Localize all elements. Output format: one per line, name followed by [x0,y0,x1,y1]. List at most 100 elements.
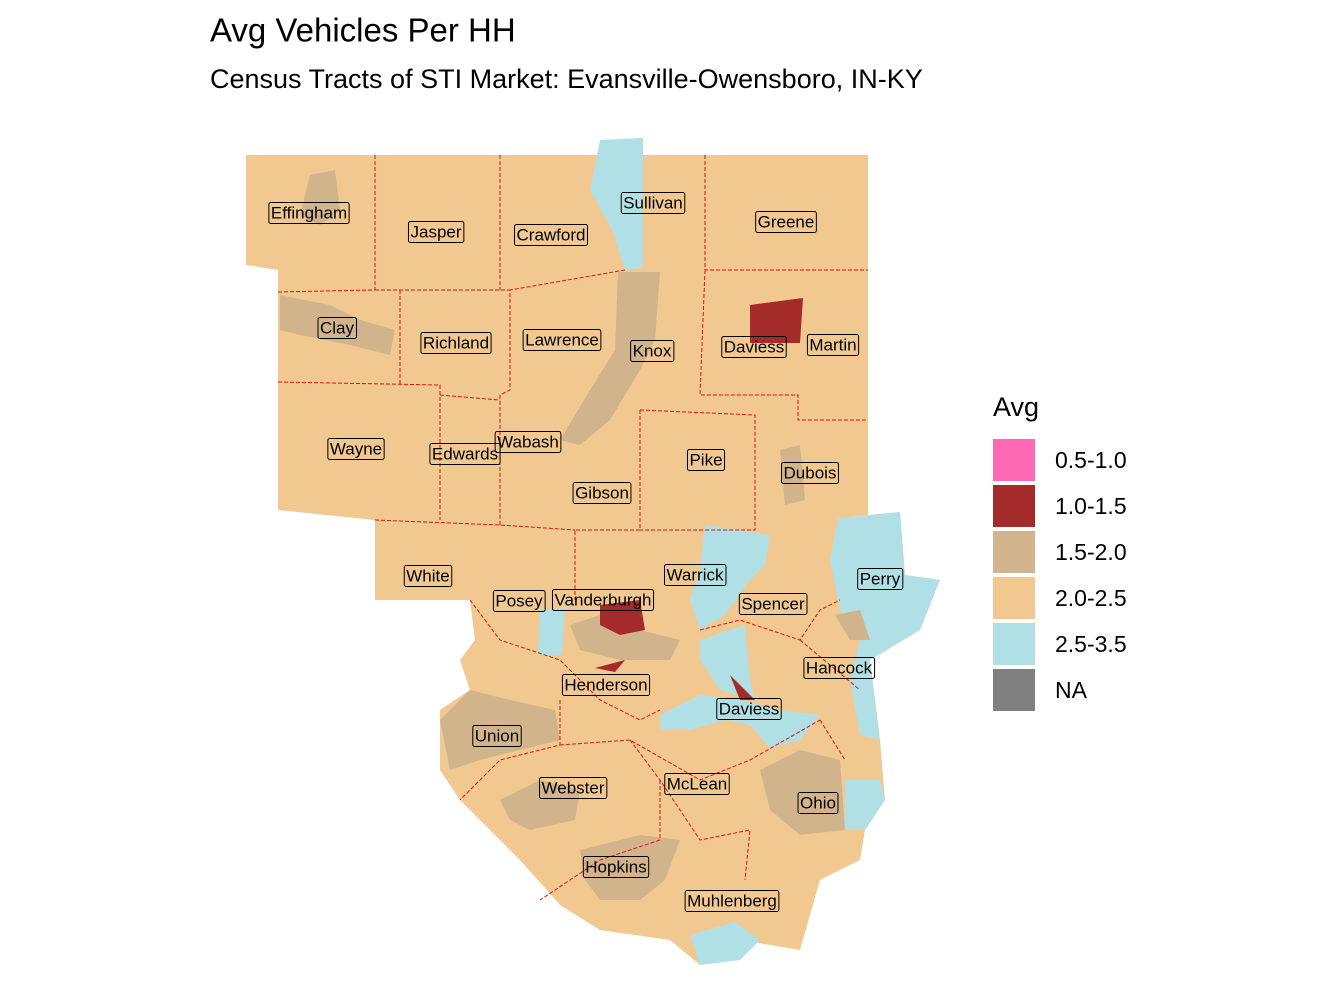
county-label: Wayne [330,439,382,458]
county-label: Spencer [741,594,805,613]
tract-patch [580,835,680,900]
county-label-box [268,201,350,224]
tract-patch [280,295,395,355]
county-label: Lawrence [525,330,599,349]
tract-patch [730,675,755,700]
county-label-box [686,448,726,471]
legend-title: Avg [993,392,1039,422]
county-label-box [572,481,632,504]
tract-patch [538,608,565,655]
legend: Avg 0.5-1.0 1.0-1.5 1.5-2.0 2.0-2.5 2.5-3.5 N… [993,392,1127,711]
county-label: Greene [758,212,815,231]
county-label: White [406,566,449,585]
tract-patch [300,170,340,225]
title: Avg Vehicles Per HH [210,12,516,49]
county-label-box [781,461,839,484]
tract-patch [690,922,760,965]
county-label: Hancock [806,658,873,677]
county-label-box [806,333,860,356]
legend-label: 2.5-3.5 [1055,631,1127,657]
county-label-box [664,772,730,795]
county-label-box [429,442,501,465]
county-label: Jasper [410,222,461,241]
county-label: Daviess [724,337,784,356]
tract-patch [845,780,885,830]
county-label: Martin [809,335,856,354]
county-label: Sullivan [623,193,683,212]
county-label-box [407,220,465,243]
county-label-box [514,223,588,246]
tract-patch [600,600,645,635]
county-label: Henderson [564,675,647,694]
tract-patch [570,615,680,660]
tract-patch [690,525,770,630]
legend-swatch [993,531,1035,573]
county-label: Hopkins [585,857,646,876]
county-label-box [797,791,839,814]
county-label: Webster [542,778,605,797]
tract-patch [500,780,580,830]
tract-patch [440,690,560,770]
legend-swatch [993,623,1035,665]
county-label: Dubois [784,463,837,482]
county-label: Gibson [575,483,629,502]
legend-label: 1.0-1.5 [1055,493,1127,519]
county-label: Union [475,726,519,745]
county-label: Perry [860,569,901,588]
legend-swatch [993,485,1035,527]
county-label-box [803,656,876,679]
county-label-box [403,564,453,587]
county-line [277,155,868,901]
county-label-box [630,339,675,362]
county-label-box [522,328,602,351]
region [246,138,940,965]
county-label: Clay [320,318,355,337]
county-labels: Effingham Jasper Crawford Sullivan Greene Cla… [268,191,904,912]
county-label-box [317,316,358,339]
tract-patch [560,272,660,445]
county-label-box [755,210,817,233]
county-label-box [561,673,651,696]
county-label-box [582,855,650,878]
county-label: Wabash [497,432,559,451]
county-label: Knox [633,341,672,360]
county-label: Edwards [432,444,498,463]
county-label-box [539,776,608,799]
tract-patch [830,512,940,740]
county-label-box [327,437,385,460]
county-label: Richland [423,333,489,352]
county-label-box [494,430,562,453]
county-label-box [857,567,904,590]
county-label: Ohio [800,793,836,812]
county-label-box [716,697,782,720]
county-label-box [620,191,686,214]
county-label: Crawford [517,225,586,244]
subtitle: Census Tracts of STI Market: Evansville-… [210,64,923,94]
county-label: Warrick [667,565,724,584]
tract-patch [700,625,755,700]
county-label: Vanderburgh [554,590,651,609]
tract-patch [780,445,805,505]
county-label-box [664,563,727,586]
tract-patch [595,660,625,672]
legend-label: 2.0-2.5 [1055,585,1127,611]
county-label-box [551,588,655,611]
tract-patch [660,695,820,748]
county-label: Posey [495,591,543,610]
legend-label: 1.5-2.0 [1055,539,1127,565]
tract-patch [835,610,870,640]
map [246,138,940,965]
county-label: McLean [667,774,727,793]
county-label: Effingham [271,203,347,222]
tract-patch [590,138,643,270]
county-label: Daviess [719,699,779,718]
county-label-box [472,724,522,747]
legend-swatch [993,439,1035,481]
legend-swatch [993,577,1035,619]
legend-label: 0.5-1.0 [1055,447,1127,473]
tract-patch [750,298,803,343]
county-label: Muhlenberg [687,891,777,910]
legend-swatch [993,669,1035,711]
county-label: Pike [689,450,722,469]
